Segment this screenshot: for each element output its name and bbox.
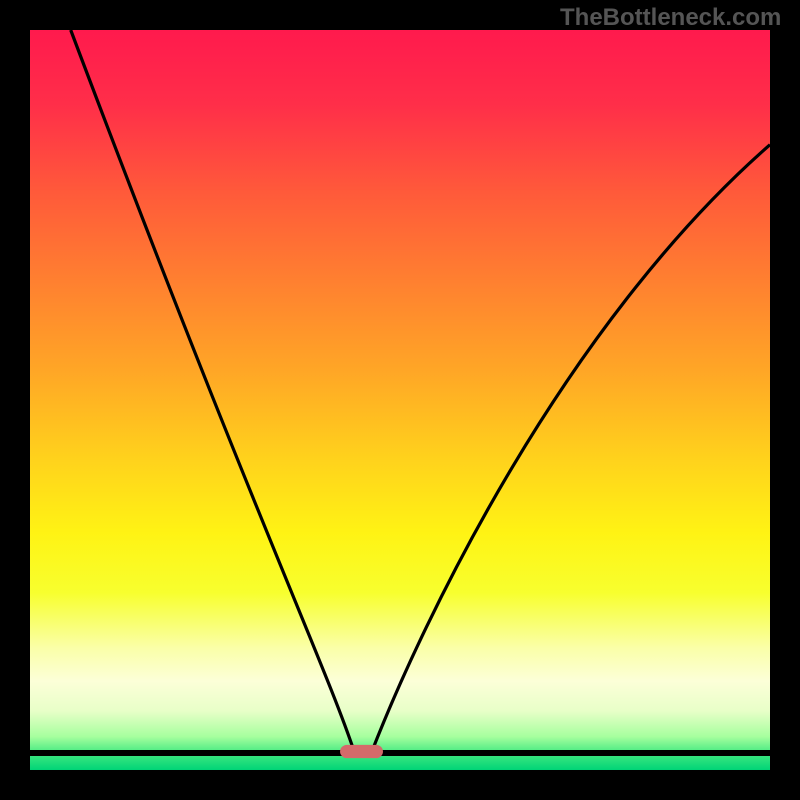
optimal-marker [340,745,383,758]
watermark-text: TheBottleneck.com [560,4,781,32]
plot-background [30,30,770,770]
bottleneck-chart [0,0,800,800]
